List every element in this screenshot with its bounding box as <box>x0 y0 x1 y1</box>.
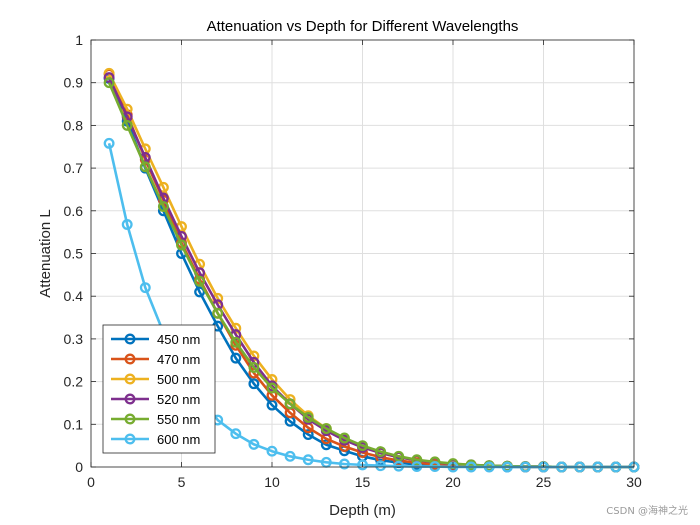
data-point <box>266 445 278 457</box>
legend-label: 600 nm <box>157 432 200 447</box>
legend-marker <box>124 353 136 365</box>
x-tick-label: 15 <box>355 474 371 490</box>
legend-marker <box>124 393 136 405</box>
data-point <box>266 399 278 411</box>
data-point <box>393 460 405 472</box>
legend-marker <box>124 433 136 445</box>
y-axis-label: Attenuation L <box>37 209 54 297</box>
data-point <box>230 352 242 364</box>
data-point <box>103 137 115 149</box>
data-point <box>194 286 206 298</box>
x-tick-label: 20 <box>445 474 461 490</box>
data-point <box>248 438 260 450</box>
legend-box <box>102 324 216 454</box>
legend-item: 450 nm <box>111 332 200 347</box>
legend-marker <box>124 373 136 385</box>
legend-item: 550 nm <box>111 412 200 427</box>
legend-label: 450 nm <box>157 332 200 347</box>
legend-label: 550 nm <box>157 412 200 427</box>
y-tick-label: 0.8 <box>64 117 84 133</box>
x-tick-label: 25 <box>536 474 552 490</box>
y-tick-label: 0.6 <box>64 203 84 219</box>
data-point <box>338 432 350 444</box>
legend-item: 500 nm <box>111 372 200 387</box>
data-point <box>411 461 423 473</box>
y-tick-label: 1 <box>75 32 83 48</box>
data-point <box>212 307 224 319</box>
data-point <box>121 119 133 131</box>
data-point <box>375 460 387 472</box>
legend-item: 520 nm <box>111 392 200 407</box>
data-point <box>411 454 423 466</box>
y-tick-label: 0.5 <box>64 246 84 262</box>
data-point <box>302 429 314 440</box>
data-point <box>320 456 332 468</box>
legend-marker <box>124 413 136 425</box>
legend-item: 470 nm <box>111 352 200 367</box>
data-point <box>176 239 187 251</box>
y-tick-label: 0.1 <box>64 416 84 432</box>
data-point <box>338 458 350 470</box>
data-point <box>139 161 151 173</box>
data-point <box>302 412 314 423</box>
data-point <box>230 336 242 348</box>
data-point <box>284 450 296 462</box>
data-point <box>393 450 405 462</box>
data-point <box>103 77 115 89</box>
data-point <box>157 201 169 212</box>
data-point <box>248 362 260 373</box>
data-point <box>103 72 115 84</box>
y-tick-label: 0 <box>75 459 83 475</box>
legend-item: 600 nm <box>111 432 200 447</box>
data-point <box>302 422 314 434</box>
x-tick-label: 10 <box>264 474 280 490</box>
data-point <box>248 378 260 390</box>
x-axis-label: Depth (m) <box>329 502 396 519</box>
data-point <box>357 440 368 452</box>
data-point <box>429 461 441 473</box>
y-tick-label: 0.2 <box>64 374 84 390</box>
x-tick-label: 30 <box>626 474 642 490</box>
legend-label: 500 nm <box>157 372 200 387</box>
data-point <box>284 407 296 419</box>
y-tick-label: 0.7 <box>64 160 84 176</box>
data-point <box>266 382 278 394</box>
x-tick-label: 5 <box>178 474 186 490</box>
y-tick-label: 0.4 <box>64 288 84 304</box>
data-point <box>302 454 314 466</box>
data-point <box>194 275 206 287</box>
data-point <box>139 282 151 294</box>
data-point <box>320 439 332 451</box>
watermark: CSDN @海神之光 <box>606 506 688 517</box>
legend-label: 470 nm <box>157 352 200 367</box>
data-point <box>230 428 242 440</box>
chart-title: Attenuation vs Depth for Different Wavel… <box>207 18 519 35</box>
data-point <box>357 459 368 471</box>
y-tick-label: 0.9 <box>64 75 84 91</box>
data-point <box>121 219 133 230</box>
legend: 450 nm 470 nm 500 nm 520 nm 550 nm 600 nm <box>102 324 216 454</box>
data-point <box>375 446 387 458</box>
legend-label: 520 nm <box>157 392 200 407</box>
data-point <box>284 415 296 427</box>
data-point <box>284 398 296 410</box>
y-tick-label: 0.3 <box>64 331 84 347</box>
legend-marker <box>124 333 136 345</box>
data-point <box>320 423 332 435</box>
x-tick-label: 0 <box>87 474 95 490</box>
axis-ticks: 0 5 10 15 20 25 30 0 0.1 0.2 0.3 0.4 0.5 0.6 0.7 0.8 0.9… <box>64 32 642 490</box>
